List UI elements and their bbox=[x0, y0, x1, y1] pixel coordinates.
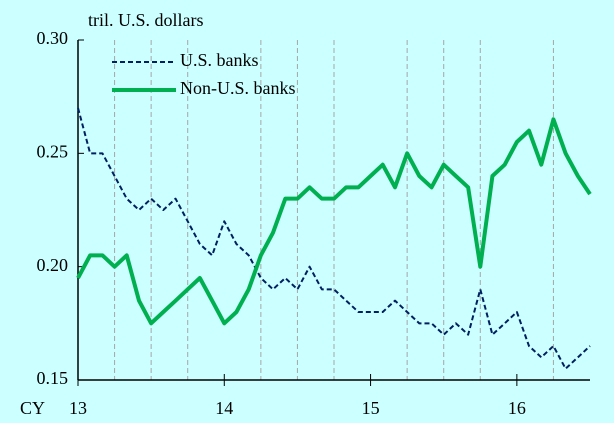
x-axis-label: CY bbox=[20, 398, 45, 418]
x-tick-label: 13 bbox=[69, 398, 87, 418]
x-tick-label: 14 bbox=[215, 398, 233, 418]
series-line bbox=[77, 107, 591, 370]
y-tick-label: 0.20 bbox=[37, 255, 69, 275]
y-axis-label: tril. U.S. dollars bbox=[88, 10, 204, 30]
y-tick-label: 0.30 bbox=[37, 28, 69, 48]
y-tick-label: 0.25 bbox=[37, 141, 69, 161]
series-line bbox=[76, 117, 592, 326]
y-tick-label: 0.15 bbox=[37, 368, 69, 388]
x-tick-label: 16 bbox=[508, 398, 526, 418]
legend-label: U.S. banks bbox=[180, 50, 259, 70]
legend-label: Non-U.S. banks bbox=[180, 78, 296, 98]
x-tick-label: 15 bbox=[362, 398, 380, 418]
